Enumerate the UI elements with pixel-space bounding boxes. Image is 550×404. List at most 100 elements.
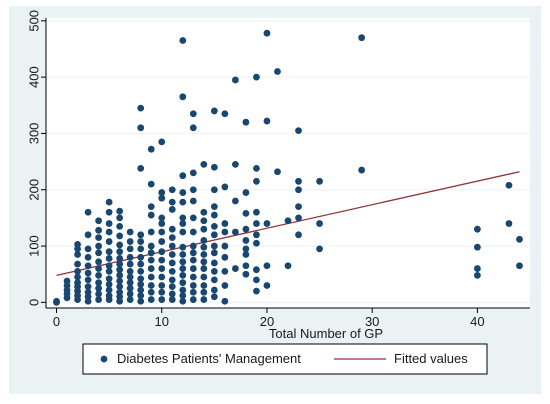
scatter-point bbox=[137, 124, 145, 132]
scatter-point bbox=[189, 110, 197, 118]
scatter-point bbox=[295, 177, 302, 185]
scatter-point bbox=[200, 161, 208, 168]
scatter-point bbox=[116, 260, 124, 268]
scatter-point bbox=[231, 161, 239, 168]
scatter-point bbox=[137, 292, 145, 300]
scatter-point bbox=[147, 242, 155, 250]
y-tick-label-200: 200 bbox=[27, 179, 42, 201]
scatter-point bbox=[74, 279, 81, 287]
scatter-point bbox=[158, 220, 166, 227]
scatter-point bbox=[221, 110, 229, 118]
scatter-point bbox=[358, 166, 366, 174]
scatter-point bbox=[137, 297, 145, 305]
scatter-point bbox=[147, 180, 155, 188]
scatter-point bbox=[126, 284, 134, 292]
scatter-point bbox=[179, 198, 187, 206]
scatter-point bbox=[231, 228, 239, 236]
scatter-point bbox=[253, 208, 260, 216]
scatter-point bbox=[210, 222, 218, 230]
scatter-point bbox=[295, 214, 302, 222]
scatter-point bbox=[221, 242, 229, 250]
scatter-point bbox=[126, 296, 134, 303]
scatter-point bbox=[116, 266, 124, 274]
scatter-point bbox=[200, 288, 208, 296]
scatter-point bbox=[74, 273, 81, 281]
scatter-point bbox=[116, 255, 124, 262]
scatter-point bbox=[168, 225, 176, 233]
scatter-point bbox=[95, 271, 103, 279]
scatter-point bbox=[179, 228, 187, 236]
scatter-point bbox=[210, 267, 218, 275]
scatter-point bbox=[53, 297, 60, 305]
scatter-point bbox=[168, 259, 176, 267]
scatter-point bbox=[189, 228, 197, 236]
scatter-point bbox=[210, 211, 218, 219]
scatter-point bbox=[253, 239, 260, 247]
scatter-point bbox=[210, 249, 218, 257]
scatter-point bbox=[295, 127, 302, 135]
scatter-point bbox=[189, 124, 197, 132]
scatter-point bbox=[74, 240, 81, 248]
scatter-point bbox=[200, 225, 208, 233]
scatter-point bbox=[84, 231, 92, 239]
scatter-point bbox=[95, 234, 103, 242]
scatter-point bbox=[274, 68, 281, 75]
scatter-point bbox=[200, 258, 208, 266]
scatter-point bbox=[210, 259, 218, 267]
scatter-point bbox=[137, 280, 145, 288]
scatter-point bbox=[253, 287, 260, 295]
scatter-point bbox=[253, 266, 260, 274]
scatter-point bbox=[116, 232, 124, 240]
scatter-point bbox=[95, 242, 103, 250]
scatter-point bbox=[95, 296, 103, 303]
scatter-point bbox=[105, 238, 113, 245]
scatter-point bbox=[200, 243, 208, 251]
scatter-point bbox=[158, 265, 166, 272]
scatter-point bbox=[295, 186, 302, 194]
scatter-point bbox=[473, 225, 481, 233]
scatter-point bbox=[147, 211, 155, 219]
scatter-point bbox=[516, 262, 523, 270]
scatter-point bbox=[158, 288, 166, 296]
scatter-point bbox=[189, 265, 197, 272]
scatter-point bbox=[147, 273, 155, 281]
scatter-point bbox=[105, 280, 113, 288]
x-tick-label-0: 0 bbox=[53, 314, 60, 329]
scatter-point bbox=[147, 265, 155, 272]
scatter-point bbox=[95, 279, 103, 287]
scatter-point bbox=[253, 177, 260, 185]
scatter-point bbox=[263, 262, 271, 270]
scatter-point bbox=[95, 284, 103, 292]
grid-lines bbox=[46, 20, 530, 303]
scatter-point bbox=[105, 208, 113, 216]
scatter-point bbox=[242, 270, 250, 278]
scatter-point bbox=[126, 238, 134, 245]
scatter-point bbox=[84, 283, 92, 291]
scatter-point bbox=[200, 282, 208, 289]
y-tick-label-0: 0 bbox=[27, 299, 42, 306]
scatter-point bbox=[189, 186, 197, 194]
scatter-point bbox=[168, 267, 176, 275]
scatter-point bbox=[242, 209, 250, 217]
scatter-point bbox=[116, 207, 124, 215]
x-tick-label-40: 40 bbox=[470, 314, 484, 329]
scatter-point bbox=[105, 228, 113, 236]
scatter-point bbox=[221, 297, 229, 305]
scatter-point bbox=[126, 253, 134, 261]
scatter-point bbox=[221, 228, 229, 236]
scatter-point bbox=[168, 206, 176, 213]
scatter-point bbox=[158, 282, 166, 289]
scatter-point bbox=[179, 279, 187, 287]
scatter-point bbox=[284, 217, 292, 225]
scatter-point bbox=[168, 198, 176, 206]
scatter-point bbox=[63, 277, 71, 285]
scatter-point bbox=[84, 269, 92, 277]
scatter-point bbox=[126, 279, 134, 287]
scatter-point bbox=[221, 282, 229, 289]
scatter-point bbox=[263, 220, 271, 227]
scatter-point bbox=[221, 253, 229, 261]
scatter-point bbox=[210, 242, 218, 250]
scatter-point bbox=[221, 183, 229, 191]
